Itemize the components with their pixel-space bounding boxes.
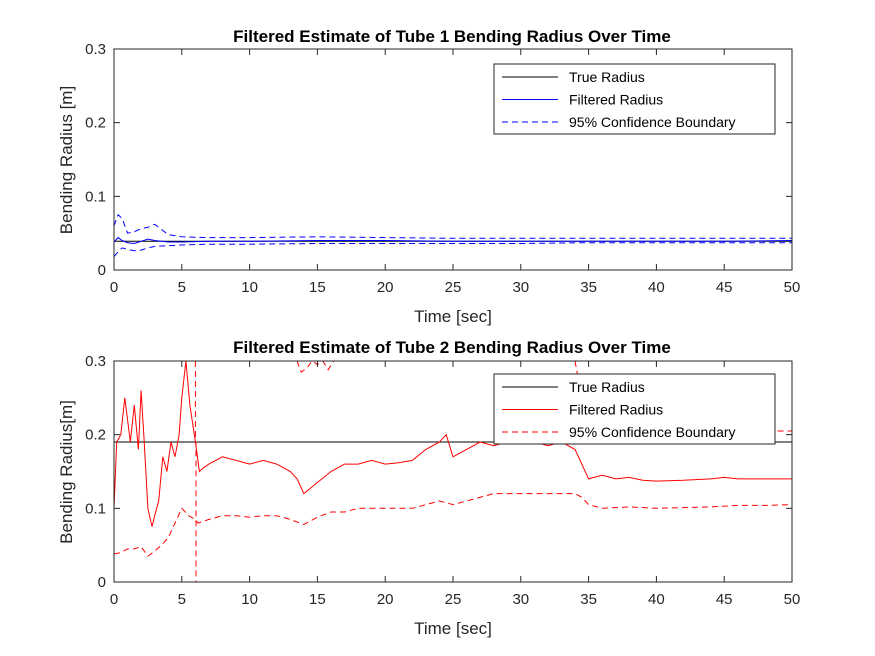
legend-label: True Radius — [569, 379, 645, 395]
x-tick-label: 10 — [241, 279, 258, 296]
x-tick-label: 25 — [445, 591, 462, 608]
y-tick-label: 0.1 — [85, 500, 106, 517]
legend-label: True Radius — [569, 69, 645, 85]
y-tick-label: 0.2 — [85, 427, 106, 444]
x-tick-label: 20 — [377, 591, 394, 608]
y-tick-label: 0 — [98, 262, 106, 279]
x-tick-label: 25 — [445, 279, 462, 296]
chart-panel-1: Filtered Estimate of Tube 1 Bending Radi… — [57, 27, 800, 326]
x-tick-label: 5 — [178, 279, 186, 296]
series-line-2-2 — [114, 361, 792, 527]
x-axis-label-2: Time [sec] — [414, 619, 492, 638]
x-tick-label: 20 — [377, 279, 394, 296]
y-axis-label-1: Bending Radius [m] — [57, 86, 76, 234]
x-axis-label-1: Time [sec] — [414, 307, 492, 326]
series-line-1-2 — [114, 236, 792, 245]
y-ticks-1: 0 0.1 0.2 0.3 — [85, 41, 792, 279]
series-line-2-5 — [296, 361, 335, 373]
chart-title-1: Filtered Estimate of Tube 1 Bending Radi… — [233, 27, 671, 46]
series-line-1-3 — [114, 213, 792, 239]
series-line-2-4 — [194, 361, 197, 582]
x-tick-label: 35 — [580, 279, 597, 296]
x-tick-label: 45 — [716, 279, 733, 296]
x-tick-label: 5 — [178, 591, 186, 608]
y-tick-label: 0.2 — [85, 115, 106, 132]
series-line-2-3 — [114, 493, 792, 557]
chart-title-2: Filtered Estimate of Tube 2 Bending Radi… — [233, 338, 671, 357]
x-tick-label: 30 — [512, 591, 529, 608]
y-tick-label: 0.1 — [85, 188, 106, 205]
x-tick-label: 45 — [716, 591, 733, 608]
y-tick-label: 0.3 — [85, 41, 106, 58]
x-tick-label: 40 — [648, 279, 665, 296]
x-tick-label: 30 — [512, 279, 529, 296]
legend-label: 95% Confidence Boundary — [569, 424, 736, 440]
x-tick-label: 15 — [309, 279, 326, 296]
legend-1: True Radius Filtered Radius 95% Confidence… — [493, 63, 776, 135]
y-ticks-2: 0 0.1 0.2 0.3 — [85, 353, 792, 591]
y-tick-label: 0 — [98, 574, 106, 591]
y-tick-label: 0.3 — [85, 353, 106, 370]
x-ticks-1: 0 5 10 15 20 25 30 35 40 45 50 — [110, 49, 801, 296]
x-tick-label: 0 — [110, 279, 118, 296]
x-tick-label: 0 — [110, 591, 118, 608]
series-group-1 — [114, 213, 792, 258]
x-tick-label: 15 — [309, 591, 326, 608]
x-tick-label: 50 — [784, 591, 801, 608]
x-tick-label: 10 — [241, 591, 258, 608]
y-axis-label-2: Bending Radius[m] — [57, 400, 76, 544]
x-tick-label: 35 — [580, 591, 597, 608]
x-ticks-2: 0 5 10 15 20 25 30 35 40 45 50 — [110, 361, 801, 608]
legend-label: Filtered Radius — [569, 402, 663, 418]
legend-2: True Radius Filtered Radius 95% Confidence… — [493, 373, 776, 445]
legend-label: Filtered Radius — [569, 92, 663, 108]
x-tick-label: 40 — [648, 591, 665, 608]
series-line-2-6 — [574, 361, 792, 432]
x-tick-label: 50 — [784, 279, 801, 296]
chart-panel-2: Filtered Estimate of Tube 2 Bending Radi… — [57, 338, 800, 638]
legend-label: 95% Confidence Boundary — [569, 114, 736, 130]
